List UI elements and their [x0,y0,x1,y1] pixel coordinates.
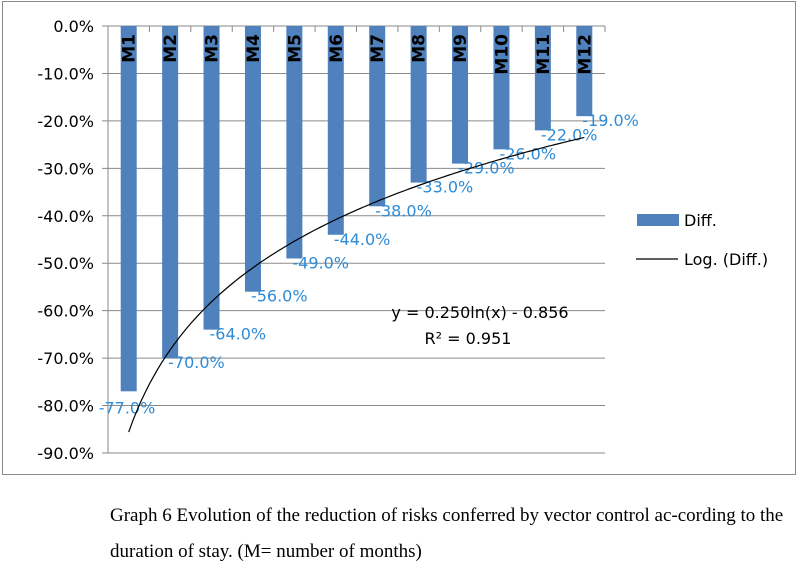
trendline-equation: y = 0.250ln(x) - 0.856 [391,303,568,322]
category-label: M4 [244,34,264,63]
bar-M7 [369,26,386,207]
y-tick-label: -90.0% [37,444,94,463]
data-label: -56.0% [251,287,308,306]
category-label: M8 [410,34,430,63]
y-tick-label: -30.0% [37,159,94,178]
bar-M12 [576,26,593,117]
data-label: -26.0% [499,144,556,163]
y-tick-label: -70.0% [37,349,94,368]
legend-label-diff: Diff. [684,211,717,230]
y-tick-label: -60.0% [37,302,94,321]
data-label: -19.0% [582,111,639,130]
category-label: M6 [327,34,347,63]
data-label: -77.0% [99,398,156,417]
category-label: M2 [161,34,181,63]
bar-M1 [120,26,137,392]
data-label: -29.0% [458,159,515,178]
bar-M11 [534,26,551,131]
data-label: -44.0% [334,230,391,249]
chart-frame [2,1,796,475]
bar-M8 [410,26,427,183]
y-tick-label: -20.0% [37,112,94,131]
bar-chart: 0.0% -10.0% -20.0% -30.0% -40.0% -50.0% -60.0%… [37,17,768,463]
legend-swatch-diff [637,214,679,226]
data-label: -33.0% [417,178,474,197]
y-tick-label: -10.0% [37,64,94,83]
category-label: M12 [575,34,595,75]
y-tick-label: -50.0% [37,254,94,273]
bar-M6 [327,26,344,235]
y-tick-label: -80.0% [37,397,94,416]
y-tick-label: 0.0% [53,17,94,36]
bar-M3 [203,26,220,330]
data-label: -22.0% [541,125,598,144]
data-label: -49.0% [292,253,349,272]
data-label: -38.0% [375,201,432,220]
legend-label-trendline: Log. (Diff.) [684,250,768,269]
trendline-r2: R² = 0.951 [425,329,512,348]
bar-M10 [493,26,510,150]
bar-M9 [452,26,469,164]
trendline [128,136,585,433]
data-label: -64.0% [210,325,267,344]
category-label: M3 [203,34,223,63]
category-label: M11 [534,34,554,75]
category-label: M5 [285,34,305,63]
y-tick-label: -40.0% [37,207,94,226]
data-label: -70.0% [168,353,225,372]
bar-M2 [162,26,179,359]
bar-M4 [244,26,261,292]
bar-M5 [286,26,303,259]
category-label: M7 [368,34,388,63]
category-label: M10 [492,34,512,75]
figure-caption: Graph 6 Evolution of the reduction of ri… [110,505,784,562]
category-label: M1 [120,34,140,63]
category-label: M9 [451,34,471,63]
